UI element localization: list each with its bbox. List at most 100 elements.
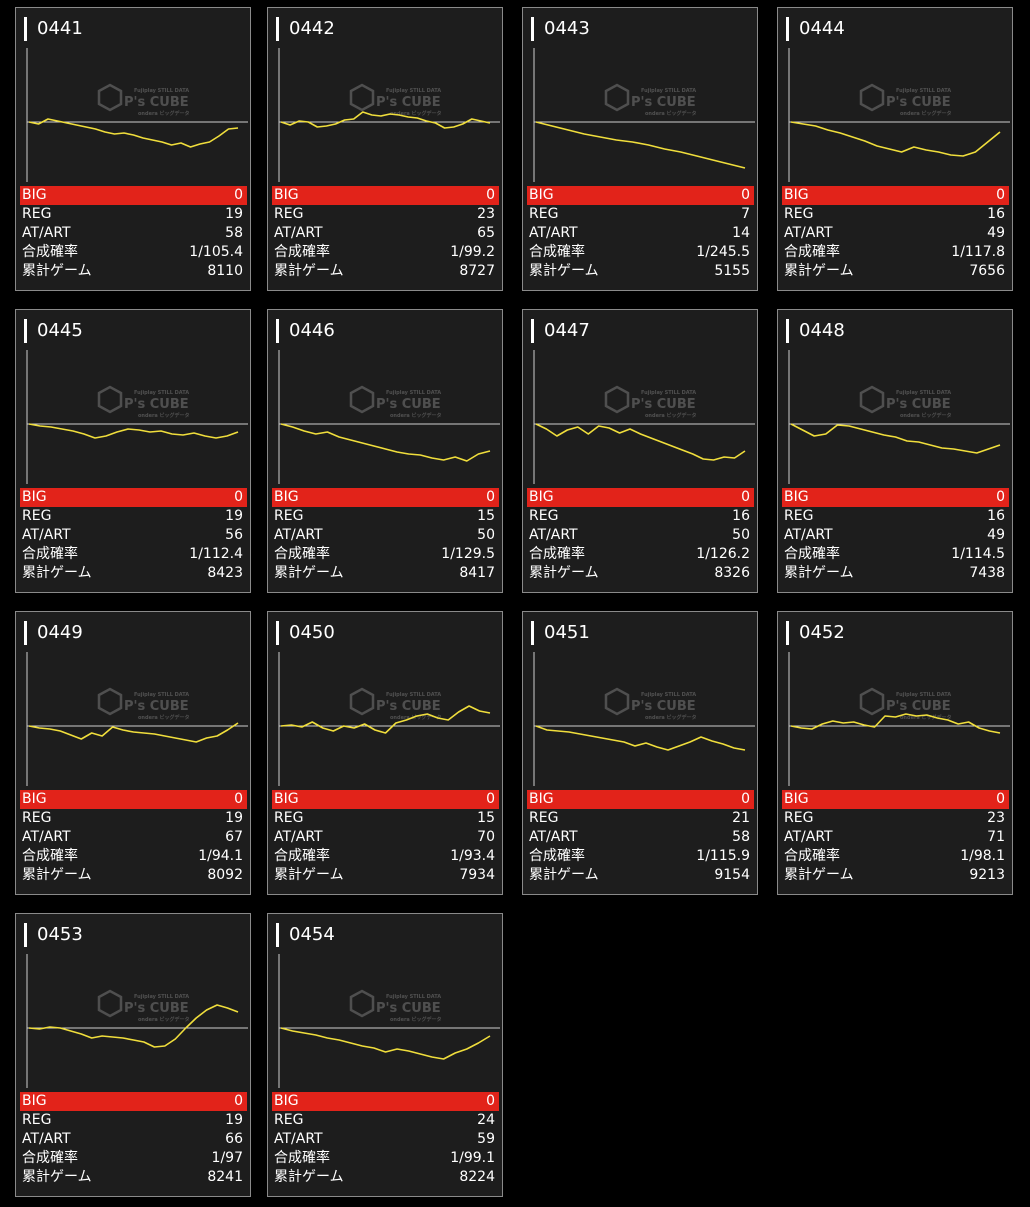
prob-label: 合成確率 [22,244,78,260]
machine-card-0444[interactable]: 0444 P's CUBE Fujiplay STILL DATA ondera ビッ… [777,7,1013,291]
machine-card-0442[interactable]: 0442 P's CUBE Fujiplay STILL DATA ondera ビッ… [267,7,503,291]
watermark-sub: ondera ビッグデータ [390,714,442,721]
prob-value: 1/112.4 [189,546,243,562]
prob-value: 1/114.5 [951,546,1005,562]
machine-card-0451[interactable]: 0451 P's CUBE Fujiplay STILL DATA ondera ビッ… [522,611,758,895]
watermark-sub: ondera ビッグデータ [390,412,442,419]
at-art-value: 56 [225,527,243,543]
reg-value: 23 [477,206,495,222]
watermark-sub: ondera ビッグデータ [900,110,952,117]
prob-value: 1/99.2 [450,244,495,260]
at-art-value: 67 [225,829,243,845]
stats-table: BIG 0 REG 19 AT/ART 58 合成確率 1/105.4 累計ゲーム 8110 [20,186,247,281]
watermark-sub: ondera ビッグデータ [138,1016,190,1023]
prob-label: 合成確率 [529,848,585,864]
prob-value: 1/93.4 [450,848,495,864]
reg-row: REG 7 [527,205,754,224]
games-value: 8417 [459,565,495,581]
prob-row: 合成確率 1/94.1 [20,847,247,866]
reg-value: 19 [225,206,243,222]
at-art-row: AT/ART 56 [20,526,247,545]
at-art-value: 70 [477,829,495,845]
games-row: 累計ゲーム 5155 [527,262,754,281]
prob-row: 合成確率 1/129.5 [272,545,499,564]
games-row: 累計ゲーム 8224 [272,1168,499,1187]
reg-row: REG 19 [20,507,247,526]
prob-value: 1/94.1 [198,848,243,864]
games-row: 累計ゲーム 9213 [782,866,1009,885]
reg-label: REG [784,810,814,826]
big-value: 0 [486,187,495,203]
games-row: 累計ゲーム 7934 [272,866,499,885]
watermark-tagline: Fujiplay STILL DATA [134,390,189,396]
machine-card-0449[interactable]: 0449 P's CUBE Fujiplay STILL DATA ondera ビッ… [15,611,251,895]
cube-icon [859,687,885,716]
machine-card-0450[interactable]: 0450 P's CUBE Fujiplay STILL DATA ondera ビッ… [267,611,503,895]
big-label: BIG [529,489,554,505]
machine-card-0454[interactable]: 0454 P's CUBE Fujiplay STILL DATA ondera ビッ… [267,913,503,1197]
machine-card-0445[interactable]: 0445 P's CUBE Fujiplay STILL DATA ondera ビッ… [15,309,251,593]
at-art-label: AT/ART [274,829,323,845]
reg-row: REG 23 [272,205,499,224]
at-art-label: AT/ART [274,225,323,241]
at-art-label: AT/ART [22,1131,71,1147]
prob-value: 1/245.5 [696,244,750,260]
reg-row: REG 21 [527,809,754,828]
at-art-value: 66 [225,1131,243,1147]
at-art-row: AT/ART 58 [20,224,247,243]
slump-line [790,423,1001,454]
machine-card-0441[interactable]: 0441 P's CUBE Fujiplay STILL DATA ondera ビッ… [15,7,251,291]
machine-card-0446[interactable]: 0446 P's CUBE Fujiplay STILL DATA ondera ビッ… [267,309,503,593]
at-art-row: AT/ART 14 [527,224,754,243]
slump-line [535,725,746,751]
at-art-value: 49 [987,527,1005,543]
reg-label: REG [22,810,52,826]
prob-value: 1/117.8 [951,244,1005,260]
machine-card-0452[interactable]: 0452 P's CUBE Fujiplay STILL DATA ondera ビッ… [777,611,1013,895]
machine-card-0447[interactable]: 0447 P's CUBE Fujiplay STILL DATA ondera ビッ… [522,309,758,593]
prob-label: 合成確率 [784,244,840,260]
at-art-value: 50 [732,527,750,543]
big-label: BIG [274,187,299,203]
cube-icon [859,385,885,414]
games-value: 8092 [207,867,243,883]
watermark-brand: P's CUBE [376,397,441,412]
big-label: BIG [529,187,554,203]
slump-line [28,722,239,743]
big-value: 0 [234,489,243,505]
machine-card-0443[interactable]: 0443 P's CUBE Fujiplay STILL DATA ondera ビッ… [522,7,758,291]
prob-row: 合成確率 1/112.4 [20,545,247,564]
machine-number: 0446 [276,319,335,343]
games-label: 累計ゲーム [274,263,344,279]
big-row: BIG 0 [782,790,1009,809]
big-value: 0 [741,489,750,505]
machine-card-0448[interactable]: 0448 P's CUBE Fujiplay STILL DATA ondera ビッ… [777,309,1013,593]
games-row: 累計ゲーム 9154 [527,866,754,885]
cube-icon [604,687,630,716]
reg-label: REG [274,206,304,222]
machine-number: 0443 [531,17,590,41]
reg-value: 19 [225,810,243,826]
big-label: BIG [22,489,47,505]
prob-row: 合成確率 1/97 [20,1149,247,1168]
watermark-sub: ondera ビッグデータ [390,1016,442,1023]
games-label: 累計ゲーム [529,565,599,581]
reg-value: 23 [987,810,1005,826]
big-label: BIG [22,187,47,203]
watermark-sub: ondera ビッグデータ [138,412,190,419]
stats-table: BIG 0 REG 15 AT/ART 70 合成確率 1/93.4 累計ゲーム 7934 [272,790,499,885]
at-art-label: AT/ART [529,225,578,241]
games-value: 9154 [714,867,750,883]
machine-card-0453[interactable]: 0453 P's CUBE Fujiplay STILL DATA ondera ビッ… [15,913,251,1197]
at-art-row: AT/ART 67 [20,828,247,847]
big-value: 0 [741,187,750,203]
watermark-brand: P's CUBE [886,397,951,412]
games-value: 8110 [207,263,243,279]
